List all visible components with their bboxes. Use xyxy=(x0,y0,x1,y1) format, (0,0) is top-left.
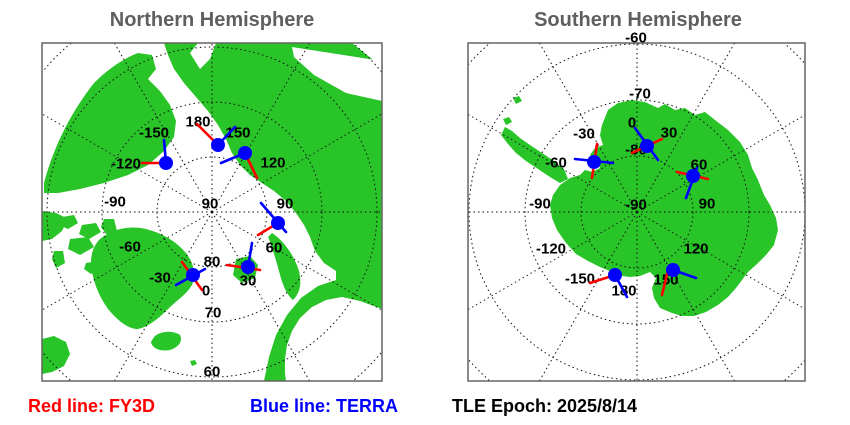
north-landmass xyxy=(52,251,65,268)
north-lat-label: 60 xyxy=(204,364,221,381)
south-landmass xyxy=(513,96,522,104)
north-satellite-marker xyxy=(159,156,173,170)
south-lat-label: -90 xyxy=(625,197,647,214)
south-graticule-circle xyxy=(524,99,750,325)
north-landmass xyxy=(122,238,136,250)
north-lon-label: 90 xyxy=(277,196,294,213)
north-landmass xyxy=(44,53,176,193)
north-lon-label: 0 xyxy=(202,283,210,300)
north-satellite-marker xyxy=(238,146,252,160)
north-landmass xyxy=(190,360,197,366)
south-landmass xyxy=(503,117,512,125)
south-graticule-meridian xyxy=(636,43,736,213)
north-landmass xyxy=(101,219,117,235)
south-graticule-circle xyxy=(580,155,694,269)
north-landmass xyxy=(268,233,301,300)
south-map-frame xyxy=(467,42,806,382)
north-lon-label: 120 xyxy=(260,155,285,172)
north-satellite-marker xyxy=(271,216,285,230)
south-hemisphere-map: -90-80-70-600306090120150180-150-120-90-… xyxy=(467,30,806,382)
south-lon-label: 90 xyxy=(699,196,716,213)
legend-blue-line-terra: Blue line: TERRA xyxy=(250,396,399,416)
south-satellite-marker xyxy=(587,155,601,169)
south-lon-label: -90 xyxy=(529,196,551,213)
north-satellite-marker xyxy=(186,268,200,282)
south-lon-label: 0 xyxy=(628,115,636,132)
north-satellite-marker xyxy=(211,138,225,152)
north-landmass xyxy=(108,264,122,275)
north-lat-label: 90 xyxy=(202,196,219,213)
north-lon-label: 60 xyxy=(266,240,283,257)
north-graticule-meridian xyxy=(211,211,382,311)
south-graticule-meridian xyxy=(636,114,805,213)
south-lon-label: -60 xyxy=(545,155,567,172)
south-lon-label: -150 xyxy=(565,271,595,288)
south-satellite-marker xyxy=(608,268,622,282)
south-graticule-meridian xyxy=(468,211,638,311)
south-map-title: Southern Hemisphere xyxy=(534,9,742,31)
south-lon-label: 120 xyxy=(683,241,708,258)
north-graticule-meridian xyxy=(113,211,213,381)
north-landmass xyxy=(164,43,382,381)
south-graticule-meridian xyxy=(636,211,805,310)
north-graticule-meridian xyxy=(42,211,213,311)
north-landmass xyxy=(95,245,116,260)
north-landmass xyxy=(151,331,181,351)
legend-tle-epoch: TLE Epoch: 2025/8/14 xyxy=(452,396,638,416)
north-graticule-meridian xyxy=(42,113,213,213)
south-lon-label: 30 xyxy=(661,125,678,142)
south-satellite-marker xyxy=(686,169,700,183)
north-landmass xyxy=(91,227,194,329)
north-sea xyxy=(190,43,216,69)
north-lon-label: -90 xyxy=(104,194,126,211)
north-sea xyxy=(292,47,382,101)
south-landmass xyxy=(501,127,568,183)
north-landmass xyxy=(84,261,102,274)
south-graticule-meridian xyxy=(538,43,638,213)
north-graticule-meridian xyxy=(211,113,382,213)
legend-red-line-fy3d: Red line: FY3D xyxy=(28,396,156,416)
south-lon-label: -120 xyxy=(536,241,566,258)
north-lon-label: 30 xyxy=(240,273,257,290)
south-lat-label: -60 xyxy=(625,30,647,47)
legend-row: Red line: FY3D Blue line: TERRA TLE Epoc… xyxy=(0,396,850,420)
south-satellite-marker xyxy=(666,263,680,277)
north-graticule-meridian xyxy=(211,211,311,381)
north-landmass xyxy=(79,223,101,239)
north-graticule-meridian xyxy=(113,43,213,213)
north-landmass xyxy=(42,336,70,374)
south-graticule-circle xyxy=(468,43,805,381)
north-lon-label: -150 xyxy=(139,125,169,142)
north-hemisphere-map: 908070601801501209060300-30-60-90-120-15… xyxy=(41,42,383,382)
north-landmass xyxy=(42,211,68,241)
south-graticule-meridian xyxy=(636,211,736,381)
north-graticule-meridian xyxy=(211,43,311,213)
south-graticule-meridian xyxy=(538,211,638,381)
north-lon-label: -60 xyxy=(119,239,141,256)
north-landmass xyxy=(68,237,94,255)
south-lon-label: -30 xyxy=(573,126,595,143)
north-lat-label: 80 xyxy=(204,254,221,271)
south-satellite-marker xyxy=(640,139,654,153)
south-landmass xyxy=(550,100,778,316)
north-graticule-circle xyxy=(101,101,323,323)
south-lat-label: -70 xyxy=(629,86,651,103)
north-satellite-marker xyxy=(241,260,255,274)
north-lon-label: -30 xyxy=(149,270,171,287)
north-map-frame xyxy=(41,42,383,382)
south-graticule-meridian xyxy=(468,113,638,213)
north-lat-label: 70 xyxy=(205,305,222,322)
north-lon-label: -120 xyxy=(111,156,141,173)
north-graticule-circle xyxy=(46,46,378,378)
north-lon-label: 180 xyxy=(185,114,210,131)
north-map-title: Northern Hemisphere xyxy=(109,9,315,31)
